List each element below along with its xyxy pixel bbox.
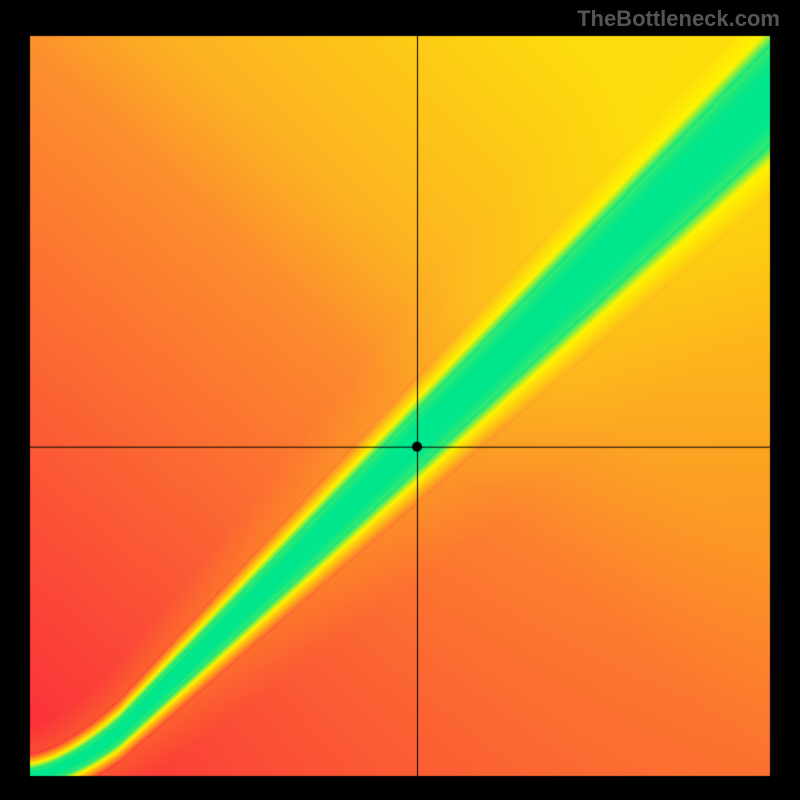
attribution-label: TheBottleneck.com — [577, 6, 780, 32]
bottleneck-heatmap — [0, 0, 800, 800]
chart-container: TheBottleneck.com — [0, 0, 800, 800]
